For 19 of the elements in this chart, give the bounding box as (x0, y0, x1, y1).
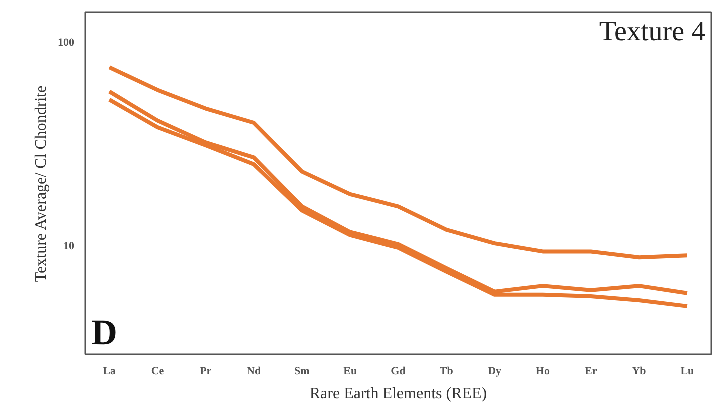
x-tick-label: Pr (200, 366, 212, 378)
x-tick-label: Eu (344, 366, 358, 378)
x-tick-label: Tb (440, 366, 454, 378)
x-tick-label: Nd (247, 366, 262, 378)
x-tick-label: La (103, 366, 116, 378)
y-tick-label: 10 (64, 240, 75, 252)
x-axis-title: Rare Earth Elements (REE) (310, 386, 488, 402)
x-tick-label: Sm (294, 366, 310, 378)
x-tick-label: Yb (632, 366, 646, 378)
x-tick-label: Lu (680, 366, 694, 378)
x-tick-label: Dy (488, 366, 502, 378)
x-tick-label: Ce (151, 366, 164, 378)
x-tick-label: Ho (536, 366, 550, 378)
x-tick-label: Er (585, 366, 598, 378)
y-axis-title: Texture Average/ Cl Chondrite (33, 86, 50, 282)
annotation: Texture 4 (599, 16, 706, 48)
x-tick-label: Gd (391, 366, 406, 378)
y-tick-label: 100 (58, 37, 75, 50)
annotation: D (92, 312, 118, 352)
